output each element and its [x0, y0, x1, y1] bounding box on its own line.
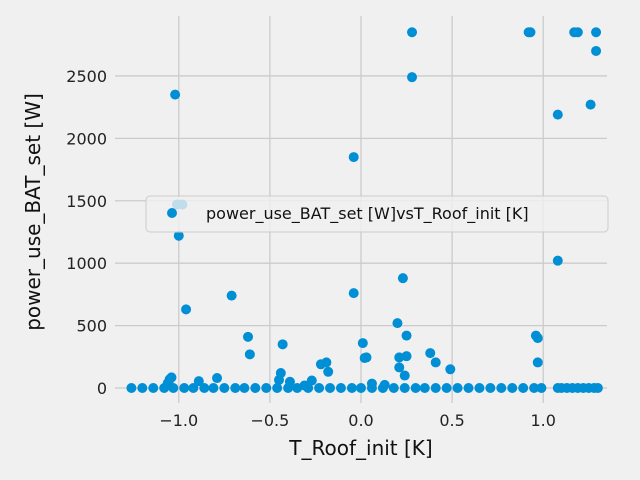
- data-point: [277, 339, 288, 350]
- data-point: [348, 152, 359, 163]
- data-point: [397, 273, 408, 284]
- legend-box: [145, 195, 609, 233]
- data-point: [323, 366, 334, 377]
- data-point: [377, 383, 388, 394]
- data-point: [463, 383, 474, 394]
- data-point: [181, 304, 192, 315]
- data-point: [303, 383, 314, 394]
- data-point: [532, 357, 543, 368]
- data-point: [388, 383, 399, 394]
- data-point: [321, 357, 332, 368]
- data-point: [507, 383, 518, 394]
- data-point: [452, 383, 463, 394]
- x-tick-label: 0.5: [439, 411, 464, 430]
- data-point: [518, 383, 529, 394]
- data-point: [401, 351, 412, 362]
- x-tick-label: −0.5: [250, 411, 289, 430]
- data-point: [173, 230, 184, 241]
- data-point: [419, 383, 430, 394]
- data-point: [532, 333, 543, 344]
- data-point: [126, 383, 137, 394]
- x-tick-label: 0.0: [348, 411, 373, 430]
- data-point: [325, 383, 336, 394]
- tick-labels: −1.0 −0.5 0.0 0.5 1.0 0 500 1000 1500 2000 2500: [66, 67, 556, 430]
- data-point: [361, 352, 372, 363]
- y-tick-label: 0: [97, 379, 107, 398]
- data-point: [552, 109, 563, 120]
- y-tick-label: 1500: [66, 192, 107, 211]
- legend: power_use_BAT_set [W]vsT_Roof_init [K]: [145, 195, 609, 233]
- x-axis-label: T_Roof_init [K]: [288, 436, 432, 460]
- y-axis-label: power_use_BAT_set [W]: [21, 93, 45, 331]
- data-point: [250, 383, 261, 394]
- data-point: [137, 383, 148, 394]
- data-point: [474, 383, 485, 394]
- y-tick-label: 500: [76, 317, 107, 336]
- data-point: [525, 27, 536, 38]
- data-point: [348, 288, 359, 299]
- data-point: [496, 383, 507, 394]
- data-point: [261, 383, 272, 394]
- data-point: [407, 72, 418, 83]
- data-point: [552, 255, 563, 266]
- legend-marker: [167, 208, 177, 218]
- data-point: [572, 27, 583, 38]
- data-point: [170, 89, 181, 100]
- data-point: [230, 383, 241, 394]
- data-point: [272, 383, 283, 394]
- data-point: [159, 383, 170, 394]
- data-point: [591, 45, 602, 56]
- x-tick-label: −1.0: [159, 411, 198, 430]
- data-point: [430, 357, 441, 368]
- data-point: [168, 383, 179, 394]
- data-point: [592, 383, 603, 394]
- data-point: [441, 383, 452, 394]
- data-point: [357, 338, 368, 349]
- data-point: [399, 383, 410, 394]
- data-point: [399, 370, 410, 381]
- data-point: [529, 383, 540, 394]
- data-point: [292, 383, 303, 394]
- y-tick-label: 2000: [66, 129, 107, 148]
- data-point: [394, 362, 405, 373]
- data-point: [148, 383, 159, 394]
- data-point: [179, 383, 190, 394]
- data-point: [239, 383, 250, 394]
- data-point: [536, 383, 547, 394]
- data-point: [335, 383, 346, 394]
- data-point: [425, 348, 436, 359]
- data-point: [346, 383, 357, 394]
- data-point: [392, 318, 403, 329]
- x-tick-label: 1.0: [530, 411, 555, 430]
- data-point: [407, 27, 418, 38]
- data-point: [401, 330, 412, 341]
- data-point: [485, 383, 496, 394]
- y-tick-label: 1000: [66, 254, 107, 273]
- data-point: [314, 383, 325, 394]
- data-point: [306, 375, 317, 386]
- data-point: [445, 364, 456, 375]
- legend-label: power_use_BAT_set [W]vsT_Roof_init [K]: [206, 204, 529, 224]
- data-point: [219, 383, 230, 394]
- data-point: [366, 383, 377, 394]
- data-point: [410, 383, 421, 394]
- data-point: [199, 383, 210, 394]
- data-point: [244, 349, 255, 360]
- data-points: [126, 27, 603, 394]
- data-point: [591, 27, 602, 38]
- data-point: [585, 99, 596, 110]
- data-point: [226, 290, 237, 301]
- data-point: [356, 383, 366, 394]
- data-point: [188, 383, 199, 394]
- data-point: [193, 376, 204, 387]
- data-point: [283, 383, 294, 394]
- data-point: [212, 373, 223, 384]
- data-point: [243, 331, 254, 342]
- data-point: [208, 383, 219, 394]
- data-point: [430, 383, 441, 394]
- y-tick-label: 2500: [66, 67, 107, 86]
- data-point: [274, 374, 284, 385]
